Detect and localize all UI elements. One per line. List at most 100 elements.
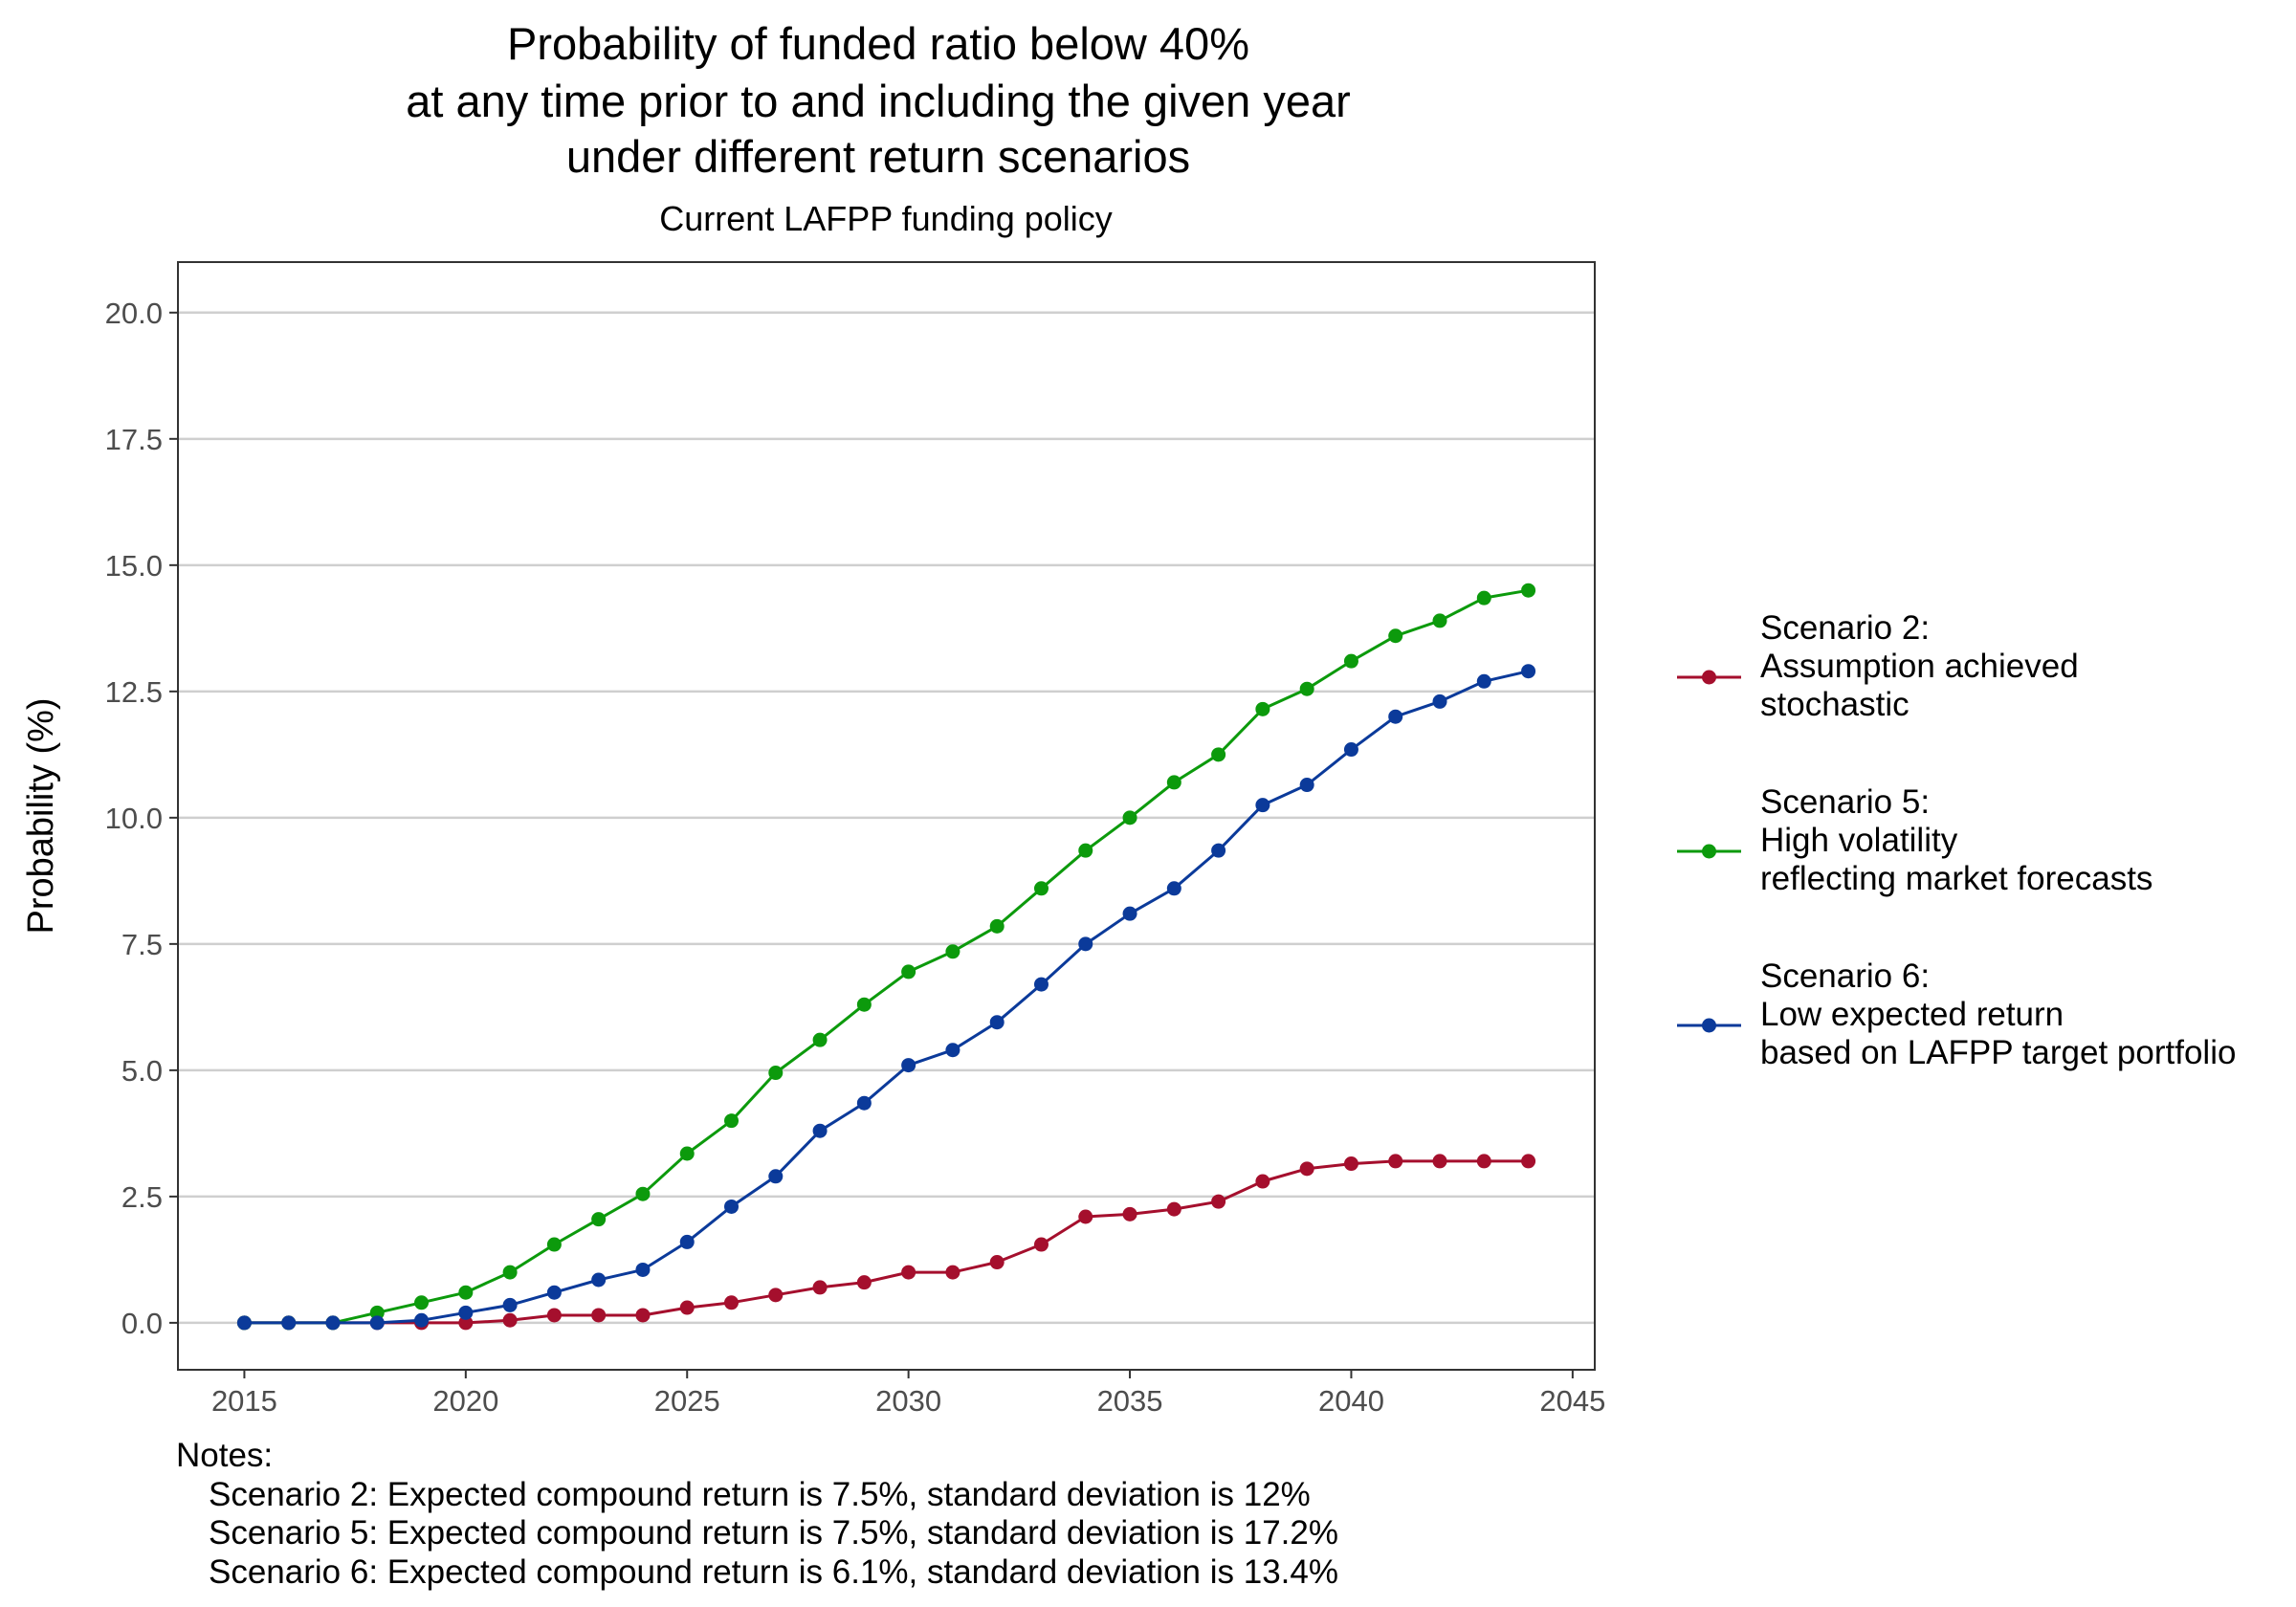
legend-label: Scenario 5: [1760,783,1930,821]
data-point [679,1300,695,1315]
data-point [591,1308,607,1323]
data-point [989,918,1004,934]
data-point [679,1146,695,1161]
data-point [1388,628,1403,644]
chart-title-line-3: under different return scenarios [566,131,1190,182]
y-grid-lines [178,311,1595,1325]
data-point [856,1095,872,1111]
legend-key-point [1702,844,1716,859]
legend-label: Scenario 2: [1760,609,1930,647]
data-point [945,1043,960,1058]
y-axis-title: Probability (%) [21,697,61,934]
data-point [901,1265,916,1280]
data-point [236,1315,252,1331]
data-point [768,1169,784,1184]
data-point [1033,881,1049,896]
data-point [1211,843,1226,858]
data-point [1476,590,1491,605]
data-point [502,1265,518,1280]
data-point [635,1262,651,1277]
chart-title: Probability of funded ratio below 40% at… [406,18,1351,182]
data-point [1343,1156,1358,1172]
data-point [1299,1161,1314,1177]
data-point [901,1058,916,1073]
data-point [812,1032,828,1047]
y-tick-label: 12.5 [105,675,163,709]
chart-title-line-2: at any time prior to and including the g… [406,76,1351,126]
data-point [724,1199,740,1214]
y-axis: 0.0 2.5 5.0 7.5 10.0 12.5 15.0 17.5 20.0 [105,297,178,1340]
data-point [546,1285,562,1300]
data-point [1255,1174,1270,1189]
data-point [1343,742,1358,758]
data-point [1122,906,1137,921]
note-scenario-5: Scenario 5: Expected compound return is … [209,1514,1338,1552]
data-point [812,1280,828,1295]
data-point [546,1308,562,1323]
legend-label: stochastic [1760,686,1910,723]
legend-key-point [1702,670,1716,685]
data-point [1122,1206,1137,1222]
series-line [244,670,1529,1325]
data-point [635,1186,651,1201]
legend-label: High volatility [1760,822,1958,859]
chart-title-line-1: Probability of funded ratio below 40% [507,18,1249,69]
data-point [635,1308,651,1323]
data-point [856,1275,872,1290]
data-point [1211,747,1226,762]
data-point [724,1295,740,1310]
data-point [856,997,872,1012]
data-point [1078,936,1093,952]
data-point [281,1315,297,1331]
series-line [244,1159,1529,1325]
y-tick-label: 5.0 [121,1054,163,1088]
y-tick-label: 15.0 [105,549,163,583]
data-point [369,1315,385,1331]
data-point [768,1288,784,1303]
x-tick-label: 2040 [1318,1384,1384,1418]
data-point [414,1312,430,1328]
data-point [1343,653,1358,669]
data-point [1521,664,1536,679]
x-tick-label: 2045 [1539,1384,1605,1418]
data-point [369,1305,385,1320]
data-point [1078,843,1093,858]
data-point [812,1123,828,1138]
series-3 [236,664,1536,1331]
series-line [244,588,1529,1325]
data-point [945,944,960,959]
notes: Notes: Scenario 2: Expected compound ret… [176,1437,1338,1591]
legend: Scenario 2:Assumption achievedstochastic… [1677,609,2236,1071]
data-point [1033,977,1049,992]
data-point [901,964,916,980]
data-point [768,1066,784,1081]
data-point [1166,775,1181,790]
data-point [724,1113,740,1129]
legend-label: based on LAFPP target portfolio [1760,1034,2236,1071]
data-point [1166,881,1181,896]
data-point [1388,1154,1403,1169]
data-point [1166,1201,1181,1217]
data-point [502,1312,518,1328]
data-point [945,1265,960,1280]
data-point [1255,701,1270,716]
x-tick-label: 2030 [875,1384,941,1418]
data-point [989,1255,1004,1270]
data-point [591,1272,607,1288]
legend-label: Assumption achieved [1760,648,2079,685]
data-point [591,1212,607,1227]
plot-panel [178,262,1595,1370]
notes-heading: Notes: [176,1437,273,1474]
data-point [1432,693,1447,709]
y-tick-label: 10.0 [105,802,163,835]
note-scenario-2: Scenario 2: Expected compound return is … [209,1476,1311,1513]
x-tick-label: 2020 [432,1384,498,1418]
data-point [502,1297,518,1312]
x-tick-label: 2025 [654,1384,720,1418]
legend-key-point [1702,1018,1716,1033]
data-point [1122,810,1137,826]
